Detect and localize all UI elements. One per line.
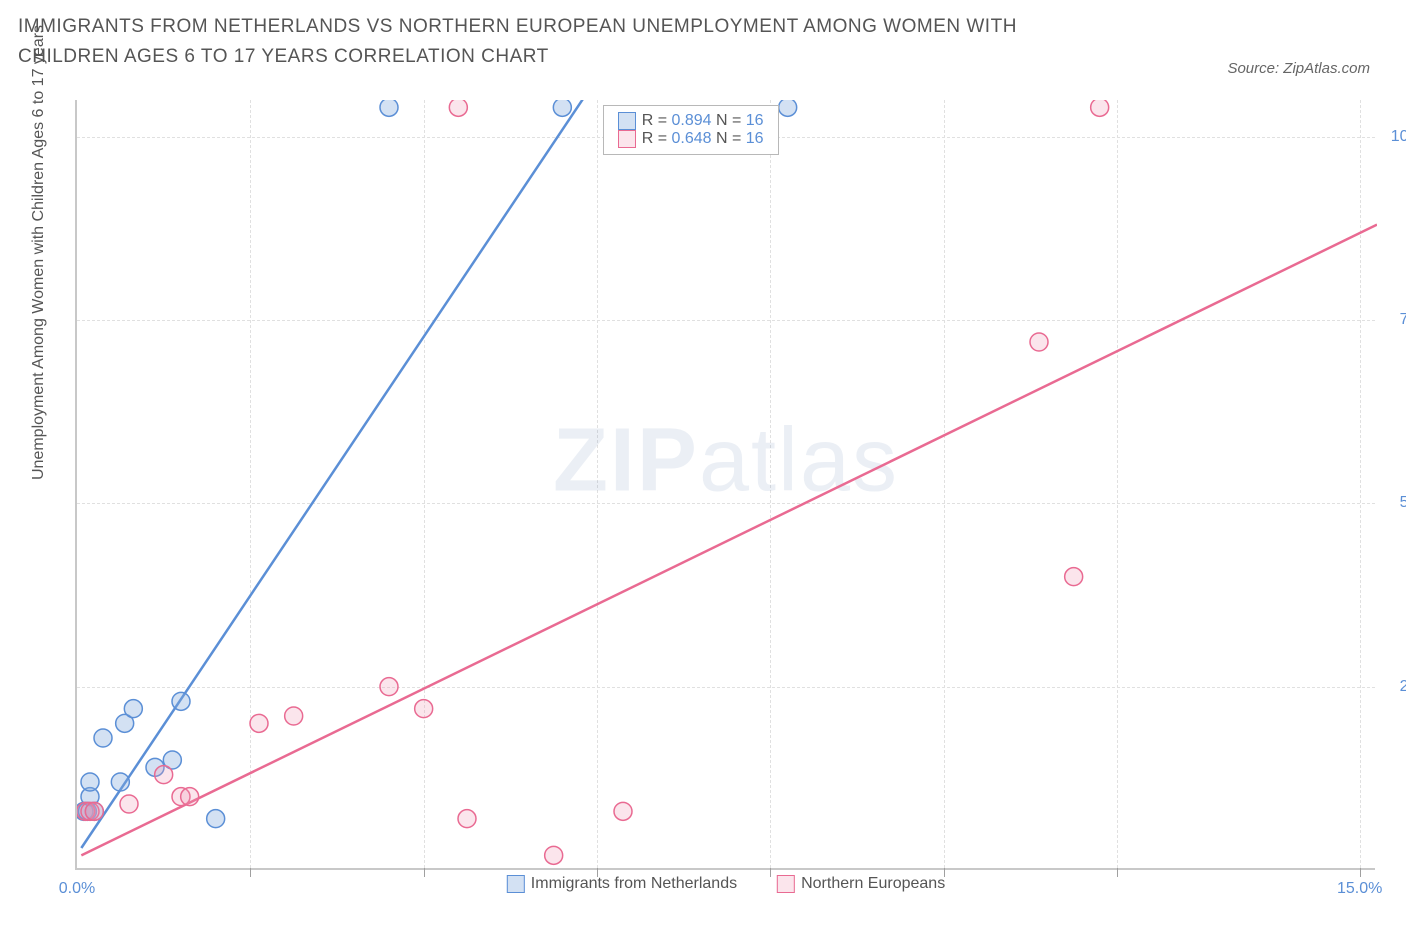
data-point bbox=[81, 773, 99, 791]
series-legend: Immigrants from Netherlands Northern Euro… bbox=[487, 875, 965, 898]
y-tick-label: 25.0% bbox=[1385, 678, 1406, 696]
chart-title: IMMIGRANTS FROM NETHERLANDS VS NORTHERN … bbox=[18, 12, 1118, 73]
data-point bbox=[172, 692, 190, 710]
legend-row: R = 0.648 N = 16 bbox=[618, 130, 764, 148]
data-point bbox=[458, 810, 476, 828]
chart-area: ZIPatlas 25.0%50.0%75.0%100.0%0.0%15.0%R… bbox=[75, 100, 1375, 870]
data-point bbox=[380, 100, 398, 116]
data-point bbox=[181, 788, 199, 806]
data-point bbox=[120, 795, 138, 813]
data-point bbox=[545, 846, 563, 864]
plot: ZIPatlas 25.0%50.0%75.0%100.0%0.0%15.0%R… bbox=[75, 100, 1375, 870]
y-tick-label: 100.0% bbox=[1385, 128, 1406, 146]
data-point bbox=[1030, 333, 1048, 351]
source-label: Source: ZipAtlas.com bbox=[1227, 60, 1370, 77]
data-point bbox=[779, 100, 797, 116]
data-point bbox=[415, 700, 433, 718]
x-tick-label: 15.0% bbox=[1337, 880, 1382, 898]
legend-swatch bbox=[777, 875, 795, 893]
y-axis-label: Unemployment Among Women with Children A… bbox=[30, 25, 48, 480]
y-tick-label: 75.0% bbox=[1385, 311, 1406, 329]
data-point bbox=[85, 802, 103, 820]
correlation-legend: R = 0.894 N = 16R = 0.648 N = 16 bbox=[603, 105, 779, 155]
data-point bbox=[94, 729, 112, 747]
legend-swatch bbox=[618, 130, 636, 148]
data-point bbox=[155, 766, 173, 784]
data-point bbox=[111, 773, 129, 791]
data-point bbox=[614, 802, 632, 820]
data-point bbox=[1065, 568, 1083, 586]
trend-line bbox=[81, 100, 597, 848]
data-point bbox=[207, 810, 225, 828]
legend-label: Northern Europeans bbox=[801, 875, 945, 893]
chart-svg bbox=[77, 100, 1377, 870]
data-point bbox=[285, 707, 303, 725]
x-tick-label: 0.0% bbox=[59, 880, 95, 898]
legend-swatch bbox=[507, 875, 525, 893]
y-tick-label: 50.0% bbox=[1385, 494, 1406, 512]
legend-item: Immigrants from Netherlands bbox=[507, 875, 737, 893]
data-point bbox=[1091, 100, 1109, 116]
legend-row: R = 0.894 N = 16 bbox=[618, 112, 764, 130]
data-point bbox=[380, 678, 398, 696]
data-point bbox=[124, 700, 142, 718]
legend-swatch bbox=[618, 112, 636, 130]
legend-label: Immigrants from Netherlands bbox=[531, 875, 737, 893]
data-point bbox=[553, 100, 571, 116]
legend-item: Northern Europeans bbox=[777, 875, 945, 893]
data-point bbox=[449, 100, 467, 116]
trend-line bbox=[81, 225, 1377, 856]
data-point bbox=[250, 714, 268, 732]
